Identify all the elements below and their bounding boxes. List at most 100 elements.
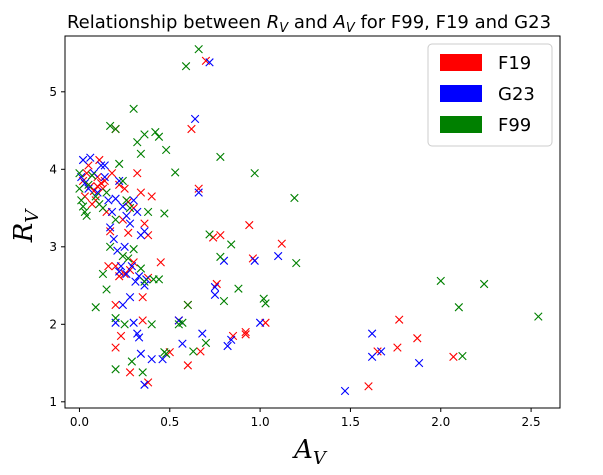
- point-g23: [174, 316, 184, 325]
- point-f19: [245, 220, 254, 230]
- point-f99: [87, 171, 97, 180]
- point-f99: [78, 202, 88, 211]
- point-f99: [118, 176, 127, 186]
- y-tick-label: 4: [49, 162, 57, 176]
- point-g23: [115, 176, 124, 186]
- point-f99: [183, 300, 193, 310]
- point-g23: [190, 114, 200, 124]
- point-g23: [210, 282, 220, 292]
- point-f19: [138, 292, 147, 302]
- point-f99: [479, 279, 489, 289]
- point-f99: [115, 159, 124, 169]
- y-axis-label-sub: V: [22, 208, 43, 223]
- point-g23: [118, 300, 127, 310]
- point-g23: [134, 333, 144, 342]
- point-f99: [147, 320, 156, 329]
- point-g23: [100, 172, 109, 182]
- point-g23: [125, 219, 135, 228]
- point-g23: [131, 277, 140, 286]
- y-tick-label: 5: [49, 85, 57, 99]
- point-f99: [154, 275, 164, 284]
- point-f99: [161, 145, 171, 155]
- legend-label-g23: G23: [498, 84, 535, 105]
- point-f99: [77, 196, 86, 205]
- point-g23: [125, 292, 135, 302]
- point-f19: [111, 300, 120, 310]
- point-f19: [194, 184, 203, 193]
- point-g23: [100, 161, 109, 170]
- point-f19: [395, 315, 404, 324]
- point-f99: [160, 209, 169, 218]
- point-g23: [86, 153, 95, 162]
- point-g23: [194, 188, 203, 197]
- point-g23: [255, 318, 265, 327]
- point-f19: [120, 184, 129, 193]
- point-f19: [143, 378, 153, 387]
- title-prefix: Relationship between: [67, 12, 267, 33]
- title-a-sub: V: [346, 21, 356, 36]
- point-f99: [219, 296, 229, 306]
- y-axis-label-main: R: [9, 223, 39, 244]
- point-f99: [171, 168, 180, 177]
- point-g23: [273, 251, 283, 261]
- point-g23: [96, 161, 106, 170]
- point-f19: [140, 219, 149, 228]
- point-f19: [147, 192, 156, 201]
- point-g23: [414, 358, 424, 368]
- point-f19: [449, 352, 458, 362]
- point-g23: [122, 269, 131, 279]
- point-f99: [292, 258, 301, 268]
- plot-area: [75, 44, 543, 396]
- point-f99: [75, 168, 84, 178]
- point-f99: [161, 349, 171, 358]
- point-f19: [105, 227, 115, 236]
- point-f19: [82, 168, 91, 178]
- point-f99: [138, 368, 147, 377]
- point-f99: [154, 132, 164, 141]
- point-g23: [140, 281, 149, 290]
- point-f99: [136, 264, 146, 273]
- point-f99: [91, 192, 100, 201]
- x-axis-label-sub: V: [313, 448, 328, 469]
- point-f99: [290, 193, 299, 203]
- x-axis-label: AV: [292, 435, 328, 469]
- point-f99: [136, 149, 146, 158]
- x-tick-label: 2.0: [431, 415, 450, 429]
- point-f19: [120, 269, 129, 279]
- point-g23: [105, 223, 115, 232]
- point-f99: [234, 284, 243, 293]
- point-f99: [122, 196, 131, 205]
- point-f99: [181, 62, 191, 71]
- x-tick-label: 2.5: [522, 415, 541, 429]
- point-f19: [133, 168, 142, 178]
- legend-swatch-f99: [440, 116, 482, 133]
- point-g23: [109, 234, 118, 244]
- point-f19: [277, 239, 286, 248]
- point-g23: [210, 290, 220, 300]
- title-r-sub: V: [279, 21, 289, 36]
- point-f99: [140, 130, 149, 139]
- x-tick-label: 0.5: [160, 415, 179, 429]
- point-f19: [100, 176, 109, 186]
- legend-label-f99: F99: [498, 115, 531, 136]
- point-g23: [178, 339, 187, 348]
- point-f99: [143, 207, 153, 217]
- point-g23: [129, 196, 138, 205]
- point-f99: [129, 244, 138, 254]
- point-f19: [364, 382, 373, 391]
- legend-label-f19: F19: [498, 53, 531, 74]
- point-f19: [125, 368, 135, 377]
- point-f99: [125, 203, 135, 213]
- point-f19: [196, 347, 205, 356]
- point-g23: [120, 242, 129, 251]
- point-g23: [367, 329, 377, 338]
- point-f99: [98, 269, 108, 279]
- point-f99: [98, 203, 108, 213]
- point-g23: [376, 347, 386, 356]
- point-g23: [104, 196, 113, 205]
- point-g23: [136, 349, 146, 358]
- point-f99: [205, 230, 214, 239]
- point-g23: [129, 318, 138, 327]
- point-f19: [136, 188, 146, 197]
- y-tick-label: 2: [49, 317, 57, 331]
